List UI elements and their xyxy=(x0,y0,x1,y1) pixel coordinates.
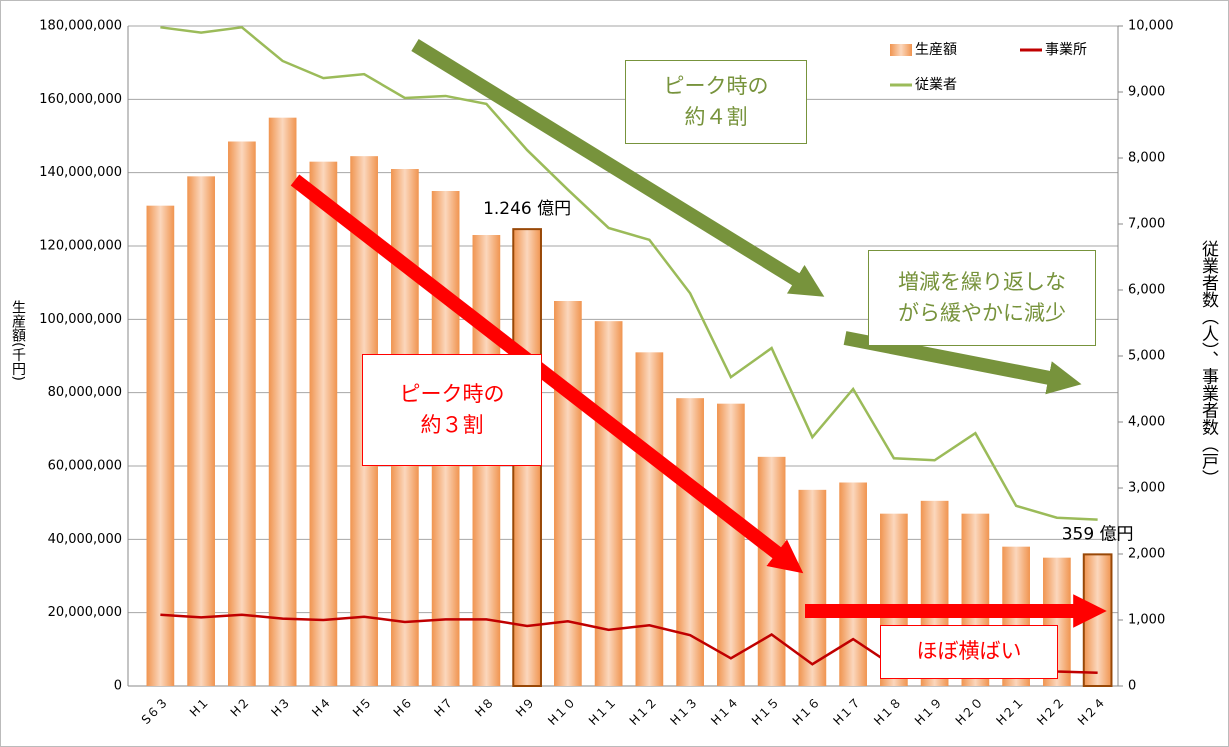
bar xyxy=(146,205,175,686)
y2-tick-label: 5,000 xyxy=(1128,349,1165,364)
legend-label: 生産額 xyxy=(915,42,957,58)
x-tick-label: H２ xyxy=(228,695,253,720)
y2-tick-label: 2,000 xyxy=(1128,547,1165,562)
y-tick-label: 60,000,000 xyxy=(48,459,122,474)
bar xyxy=(187,176,215,687)
legend-label: 従業者 xyxy=(915,77,957,93)
x-tick-label: H４ xyxy=(309,695,334,720)
bar xyxy=(594,321,623,686)
y-tick-label: 100,000,000 xyxy=(39,312,122,327)
annotation-line: ピーク時の xyxy=(399,381,505,406)
y2-tick-label: 7,000 xyxy=(1128,217,1165,232)
x-tick-label: H８ xyxy=(472,695,497,720)
arrow xyxy=(411,39,825,297)
bar xyxy=(1082,553,1113,687)
y2-tick-label: 3,000 xyxy=(1128,481,1165,496)
value-label: 1.246 億円 xyxy=(483,199,571,219)
annotation: ピーク時の約３割 xyxy=(362,354,542,466)
x-tick-label: H１２ xyxy=(627,695,660,728)
bar xyxy=(717,403,745,686)
bar xyxy=(757,456,786,686)
bar xyxy=(676,398,704,686)
value-label: 359 億円 xyxy=(1062,524,1134,544)
y2-tick-label: 4,000 xyxy=(1128,415,1165,430)
y-tick-label: 40,000,000 xyxy=(48,532,122,547)
arrow xyxy=(290,174,804,574)
bar xyxy=(268,117,297,686)
annotation-line: ほぼ横ばい xyxy=(916,639,1022,664)
bar xyxy=(635,352,664,686)
legend-swatch xyxy=(890,44,912,56)
annotation: 増減を繰り返しな がら緩やかに減少 xyxy=(868,250,1096,346)
annotation: ほぼ横ばい xyxy=(880,625,1058,679)
y-tick-label: 140,000,000 xyxy=(39,165,122,180)
x-tick-label: H１８ xyxy=(871,695,904,728)
x-tick-label: H１５ xyxy=(749,695,782,728)
y2-tick-label: 10,000 xyxy=(1128,19,1174,34)
bar xyxy=(798,489,827,686)
annotation-line: 増減を繰り返しな xyxy=(898,269,1066,294)
x-tick-label: H６ xyxy=(391,695,416,720)
y-tick-label: 20,000,000 xyxy=(48,605,122,620)
annotation-line: ピーク時の xyxy=(663,73,769,98)
y-axis-title: 生産額(千円) xyxy=(10,300,26,381)
x-tick-label: H１９ xyxy=(912,695,945,728)
x-tick-label: H１１ xyxy=(586,695,619,728)
y-tick-label: 160,000,000 xyxy=(39,92,122,107)
x-tick-label: H２０ xyxy=(953,695,986,728)
y2-tick-label: 8,000 xyxy=(1128,151,1165,166)
y-tick-label: 0 xyxy=(114,679,122,694)
x-tick-label: H２１ xyxy=(993,695,1026,728)
x-tick-label: H７ xyxy=(431,695,456,720)
annotation: ピーク時の約４割 xyxy=(625,60,807,144)
bar xyxy=(554,301,582,686)
bar xyxy=(309,161,338,686)
y-tick-label: 120,000,000 xyxy=(39,239,122,254)
x-tick-label: H９ xyxy=(513,695,538,720)
y-tick-label: 180,000,000 xyxy=(39,19,122,34)
x-tick-label: H３ xyxy=(268,695,293,720)
y-tick-label: 80,000,000 xyxy=(48,385,122,400)
x-tick-label: H１７ xyxy=(830,695,863,728)
legend-label: 事業所 xyxy=(1045,42,1087,58)
x-tick-label: H１４ xyxy=(708,695,741,728)
x-tick-label: H１０ xyxy=(545,695,578,728)
y2-tick-label: 6,000 xyxy=(1128,283,1165,298)
bar xyxy=(839,482,867,686)
x-tick-label: H２４ xyxy=(1075,695,1108,728)
annotation-line: がら緩やかに減少 xyxy=(898,301,1066,325)
line xyxy=(160,26,1098,521)
annotation-line: 約３割 xyxy=(420,413,484,437)
x-tick-label: H１３ xyxy=(667,695,700,728)
annotation-line: 約４割 xyxy=(684,105,748,129)
x-tick-label: H１６ xyxy=(790,695,823,728)
y2-axis-title: 従業者数（人）、事業者数（戸） xyxy=(1198,240,1218,487)
bar xyxy=(228,141,256,686)
x-tick-label: H５ xyxy=(350,695,375,720)
x-tick-label: H２２ xyxy=(1034,695,1067,728)
y2-tick-label: 9,000 xyxy=(1128,85,1165,100)
y2-tick-label: 1,000 xyxy=(1128,613,1165,628)
arrows xyxy=(290,39,1107,628)
y2-tick-label: 0 xyxy=(1128,679,1136,694)
x-tick-label: S６３ xyxy=(139,695,171,727)
x-tick-label: H１ xyxy=(187,695,212,720)
